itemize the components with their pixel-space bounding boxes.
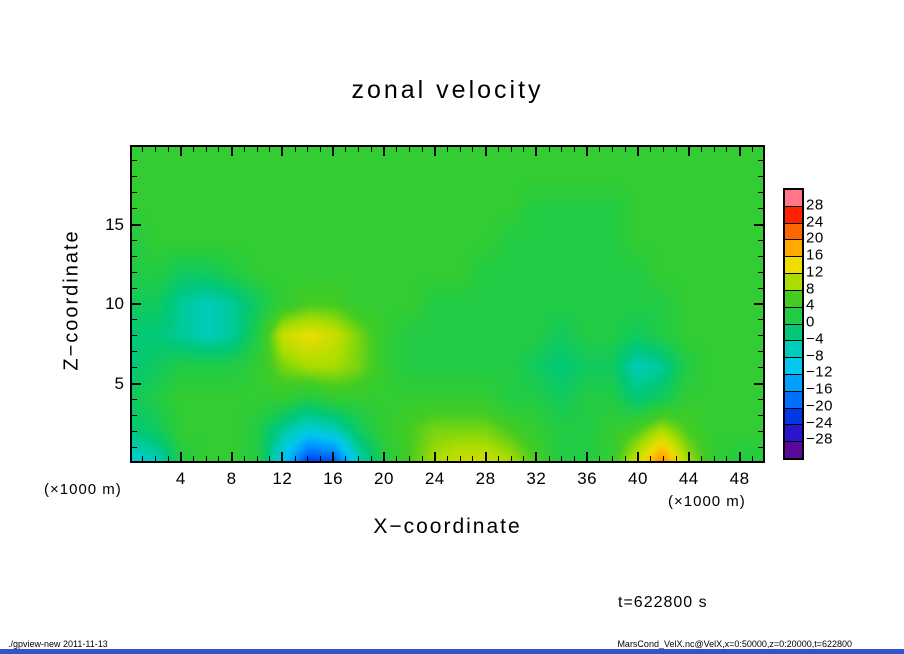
colorbar-segment	[785, 358, 802, 375]
colorbar-segment	[785, 206, 802, 224]
x-axis-unit: (×1000 m)	[668, 493, 746, 510]
colorbar-segment	[785, 391, 802, 409]
y-tick-label: 10	[105, 294, 124, 313]
colorbar-label: 0	[806, 313, 815, 331]
plot-area	[130, 145, 765, 463]
x-tick-label: 48	[729, 469, 750, 488]
colorbar-label: −12	[806, 363, 833, 381]
colorbar-label: −28	[806, 430, 833, 448]
colorbar-label: 24	[806, 213, 824, 230]
y-axis-unit: (×1000 m)	[44, 481, 122, 498]
colorbar-label: −8	[806, 347, 825, 364]
colorbar-label: 4	[806, 296, 815, 314]
x-tick-label: 20	[374, 469, 394, 488]
colorbar-segment	[785, 290, 802, 308]
colorbar-labels: 28 24 20 16 12 8 4 0 −4 −8 −12 −16 −20 −24 −28	[806, 188, 854, 456]
x-tick-label: 40	[628, 469, 648, 488]
colorbar-segment	[785, 425, 802, 443]
time-annotation: t=622800 s	[618, 594, 708, 611]
colorbar-label: 16	[806, 246, 824, 264]
x-tick-label: 36	[577, 469, 598, 488]
colorbar-segment	[785, 307, 802, 325]
x-tick-label: 8	[226, 469, 237, 488]
colorbar-segment	[785, 324, 802, 342]
bottom-window-strip	[0, 649, 904, 654]
colorbar-label: 20	[806, 229, 824, 247]
colorbar-label: 28	[806, 196, 824, 214]
colorbar-label: −20	[806, 397, 833, 415]
x-tick-label: 16	[323, 469, 344, 488]
heatmap-canvas	[130, 145, 765, 463]
colorbar-segment	[785, 442, 802, 458]
colorbar-label: −24	[806, 414, 833, 431]
x-tick-label: 24	[424, 469, 445, 488]
colorbar-segment	[785, 257, 802, 275]
y-axis-title: Z−coordinate	[60, 229, 83, 371]
colorbar-label: −4	[806, 330, 825, 348]
colorbar-segment	[785, 274, 802, 291]
colorbar-segment	[785, 408, 802, 426]
x-tick-label: 28	[475, 469, 496, 488]
x-tick-label: 12	[272, 469, 293, 488]
footer-command: ./gpview-new 2011-11-13	[8, 639, 108, 649]
colorbar-segment	[785, 374, 802, 392]
colorbar	[783, 188, 804, 460]
colorbar-segment	[785, 341, 802, 359]
x-axis-title: X−coordinate	[373, 515, 522, 538]
y-tick-label: 15	[105, 214, 124, 234]
colorbar-segment	[785, 190, 802, 207]
colorbar-segment	[785, 223, 802, 241]
colorbar-label: 8	[806, 280, 815, 297]
colorbar-segment	[785, 240, 802, 258]
x-tick-label: 32	[526, 469, 547, 488]
chart-title: zonal velocity	[351, 76, 544, 104]
footer-source: MarsCond_VelX.nc@VelX,x=0:50000,z=0:2000…	[617, 639, 852, 649]
colorbar-label: −16	[806, 380, 833, 398]
x-tick-label: 44	[678, 469, 699, 488]
x-tick-label: 4	[175, 469, 186, 488]
colorbar-label: 12	[806, 263, 824, 281]
y-tick-label: 5	[114, 373, 124, 393]
